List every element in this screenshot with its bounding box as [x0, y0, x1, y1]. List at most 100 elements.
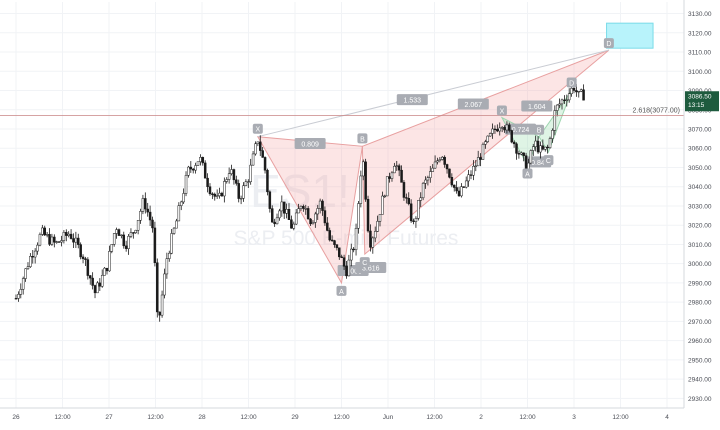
- candle-up: [558, 103, 561, 106]
- candle-down: [93, 285, 97, 294]
- candle-up: [347, 259, 351, 277]
- point-x-bg: [252, 123, 263, 134]
- candle-up: [474, 165, 478, 167]
- grid: [0, 2, 684, 408]
- ratio-xd: 1.533: [404, 98, 422, 105]
- target-zone-box: [606, 22, 654, 49]
- inner-point-c: C: [546, 158, 551, 165]
- candle-up: [215, 195, 219, 197]
- candle-down: [84, 258, 87, 260]
- candle-up: [187, 166, 190, 176]
- candle-up: [100, 275, 104, 287]
- candle-down: [290, 219, 293, 229]
- candle-down: [306, 208, 310, 220]
- candle-down: [208, 186, 212, 195]
- time-tick-label: 2: [479, 414, 483, 421]
- price-tick-label: 2930.00: [688, 396, 712, 403]
- candle-down: [572, 88, 576, 91]
- inner-point-d-bg: [566, 77, 577, 88]
- candle-up: [26, 266, 30, 270]
- candle-down: [191, 168, 195, 171]
- candle-down: [220, 192, 224, 197]
- candle-down: [158, 311, 161, 316]
- price-tick-label: 3130.00: [688, 11, 712, 18]
- price-tick-label: 2990.00: [688, 280, 712, 287]
- ratio-bcd: 2.067: [465, 102, 483, 109]
- candle-down: [132, 232, 135, 234]
- candle-up: [438, 159, 442, 161]
- time-tick-label: 4: [665, 414, 669, 421]
- price-tick-label: 3070.00: [688, 126, 712, 133]
- candle-down: [309, 218, 312, 225]
- candle-down: [98, 282, 102, 287]
- candle-up: [280, 201, 284, 212]
- candle-up: [110, 244, 114, 252]
- candle-down: [266, 169, 269, 193]
- time-tick-label: 3: [572, 414, 576, 421]
- candle-down: [407, 198, 410, 205]
- candle-down: [261, 150, 264, 158]
- candle-up: [67, 233, 70, 236]
- candle-up: [361, 161, 365, 177]
- candle-up: [539, 145, 542, 153]
- candle-down: [338, 247, 341, 258]
- candle-down: [206, 177, 209, 187]
- price-tick-label: 2940.00: [688, 377, 712, 384]
- candle-down: [77, 237, 80, 245]
- candle-up: [129, 232, 133, 237]
- time-tick-label: 27: [105, 414, 113, 421]
- candle-up: [29, 256, 32, 267]
- candle-up: [168, 252, 171, 259]
- candle-up: [359, 175, 363, 204]
- pattern-line-xd: [257, 49, 609, 138]
- candle-down: [53, 236, 56, 243]
- candle-down: [323, 210, 327, 224]
- point-a-bg: [336, 285, 347, 296]
- price-tick-label: 3020.00: [688, 223, 712, 230]
- candle-up: [244, 181, 248, 186]
- candle-up: [60, 240, 63, 243]
- inner-point-b-bg: [534, 124, 545, 135]
- candle-down: [412, 220, 415, 222]
- time-tick-label: 28: [198, 414, 206, 421]
- candle-down: [105, 267, 109, 272]
- candle-up: [96, 282, 99, 294]
- candle-up: [45, 234, 49, 236]
- price-axis[interactable]: 2930.00 2940.00 2950.00 2960.00 2970.00 2980.…: [683, 0, 720, 425]
- candle-up: [170, 233, 173, 254]
- candle-up: [381, 195, 384, 215]
- time-axis[interactable]: 26 12:00 27 12:00 28 12:00 29 12:00 Jun 12:00 2 12:…: [0, 407, 720, 425]
- price-axis-bg: [684, 0, 720, 425]
- candle-up: [36, 244, 39, 252]
- candle-down: [369, 230, 372, 248]
- candle-up: [464, 180, 468, 188]
- candle-down: [124, 245, 128, 249]
- candle-down: [443, 156, 446, 165]
- candle-up: [376, 221, 379, 232]
- candle-down: [522, 152, 525, 156]
- candle-down: [72, 238, 75, 243]
- candle-up: [24, 268, 27, 279]
- candle-up: [33, 250, 37, 258]
- candle-up: [467, 174, 470, 182]
- candle-down: [479, 157, 482, 160]
- candle-up: [62, 232, 66, 241]
- candle-up: [433, 161, 437, 169]
- candle-up: [172, 227, 176, 234]
- candle-down: [469, 174, 473, 176]
- candle-up: [548, 138, 552, 149]
- watermark-name: S&P 500 E-mini Futures: [234, 227, 459, 250]
- time-tick-label: 29: [291, 414, 299, 421]
- candle-up: [127, 236, 130, 249]
- candle-down: [321, 200, 324, 211]
- level-line-label: 2.618(3077.00): [633, 108, 680, 115]
- candle-up: [441, 156, 444, 160]
- ratio-xab: 0.809: [301, 142, 319, 149]
- candle-up: [134, 230, 137, 233]
- candle-up: [529, 150, 533, 164]
- candle-up: [421, 183, 425, 199]
- candle-up: [21, 278, 25, 290]
- candle-down: [366, 199, 370, 232]
- candle-up: [115, 229, 118, 234]
